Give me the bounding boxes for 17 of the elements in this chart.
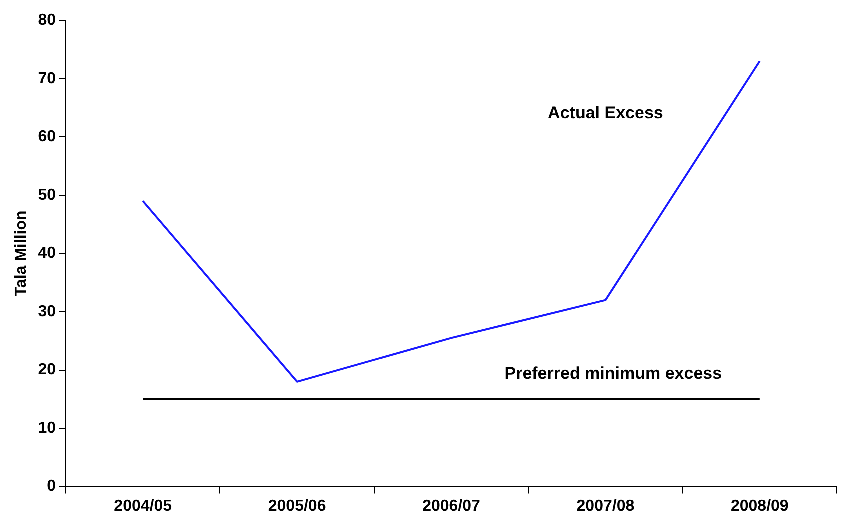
x-tick-label: 2006/07 bbox=[422, 498, 481, 515]
series-label: Preferred minimum excess bbox=[504, 364, 722, 384]
x-tick-label: 2004/05 bbox=[114, 498, 172, 515]
y-tick-label: 80 bbox=[38, 12, 56, 30]
y-tick-label: 40 bbox=[38, 245, 56, 262]
y-tick-label: 20 bbox=[38, 362, 56, 379]
x-tick-label: 2007/08 bbox=[576, 498, 635, 515]
y-tick-label: 60 bbox=[38, 128, 56, 146]
y-tick-label: 10 bbox=[38, 420, 56, 437]
x-tick-label: 2008/09 bbox=[730, 498, 789, 515]
x-tick-label: 2005/06 bbox=[268, 498, 326, 515]
y-tick-label: 70 bbox=[38, 70, 56, 88]
y-tick-label: 50 bbox=[38, 186, 56, 204]
y-axis-title: Tala Million bbox=[13, 210, 30, 297]
text: Actual Excess bbox=[548, 104, 664, 123]
y-tick-label: 0 bbox=[47, 478, 56, 496]
y-tick-label: 30 bbox=[38, 303, 56, 320]
